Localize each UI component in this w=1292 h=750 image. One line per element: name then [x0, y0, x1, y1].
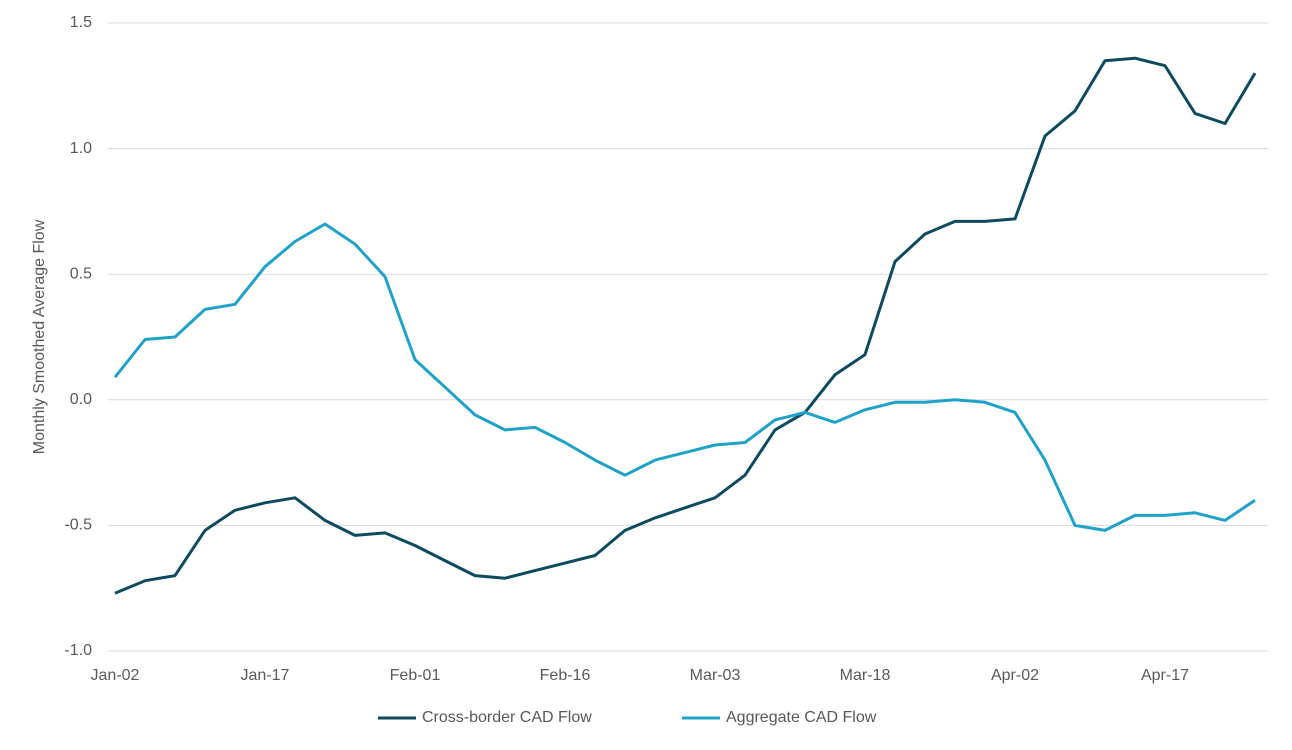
legend-label: Cross-border CAD Flow	[422, 709, 592, 726]
y-axis-title: Monthly Smoothed Average Flow	[31, 219, 48, 454]
x-tick-label: Jan-17	[241, 667, 290, 684]
y-tick-label: -0.5	[64, 517, 92, 534]
series-line	[114, 56, 1257, 595]
y-tick-label: 1.0	[70, 140, 92, 157]
x-tick-label: Mar-18	[840, 667, 891, 684]
legend-label: Aggregate CAD Flow	[726, 709, 877, 726]
y-tick-label: 0.5	[70, 265, 92, 282]
x-tick-label: Feb-16	[540, 667, 591, 684]
y-tick-label: 0.0	[70, 391, 92, 408]
x-tick-label: Feb-01	[390, 667, 441, 684]
y-tick-label: -1.0	[64, 642, 92, 659]
x-tick-label: Apr-02	[991, 667, 1039, 684]
x-tick-label: Jan-02	[91, 667, 140, 684]
x-tick-label: Mar-03	[690, 667, 741, 684]
x-tick-label: Apr-17	[1141, 667, 1189, 684]
series-line	[113, 222, 1256, 532]
y-tick-label: 1.5	[70, 14, 92, 31]
